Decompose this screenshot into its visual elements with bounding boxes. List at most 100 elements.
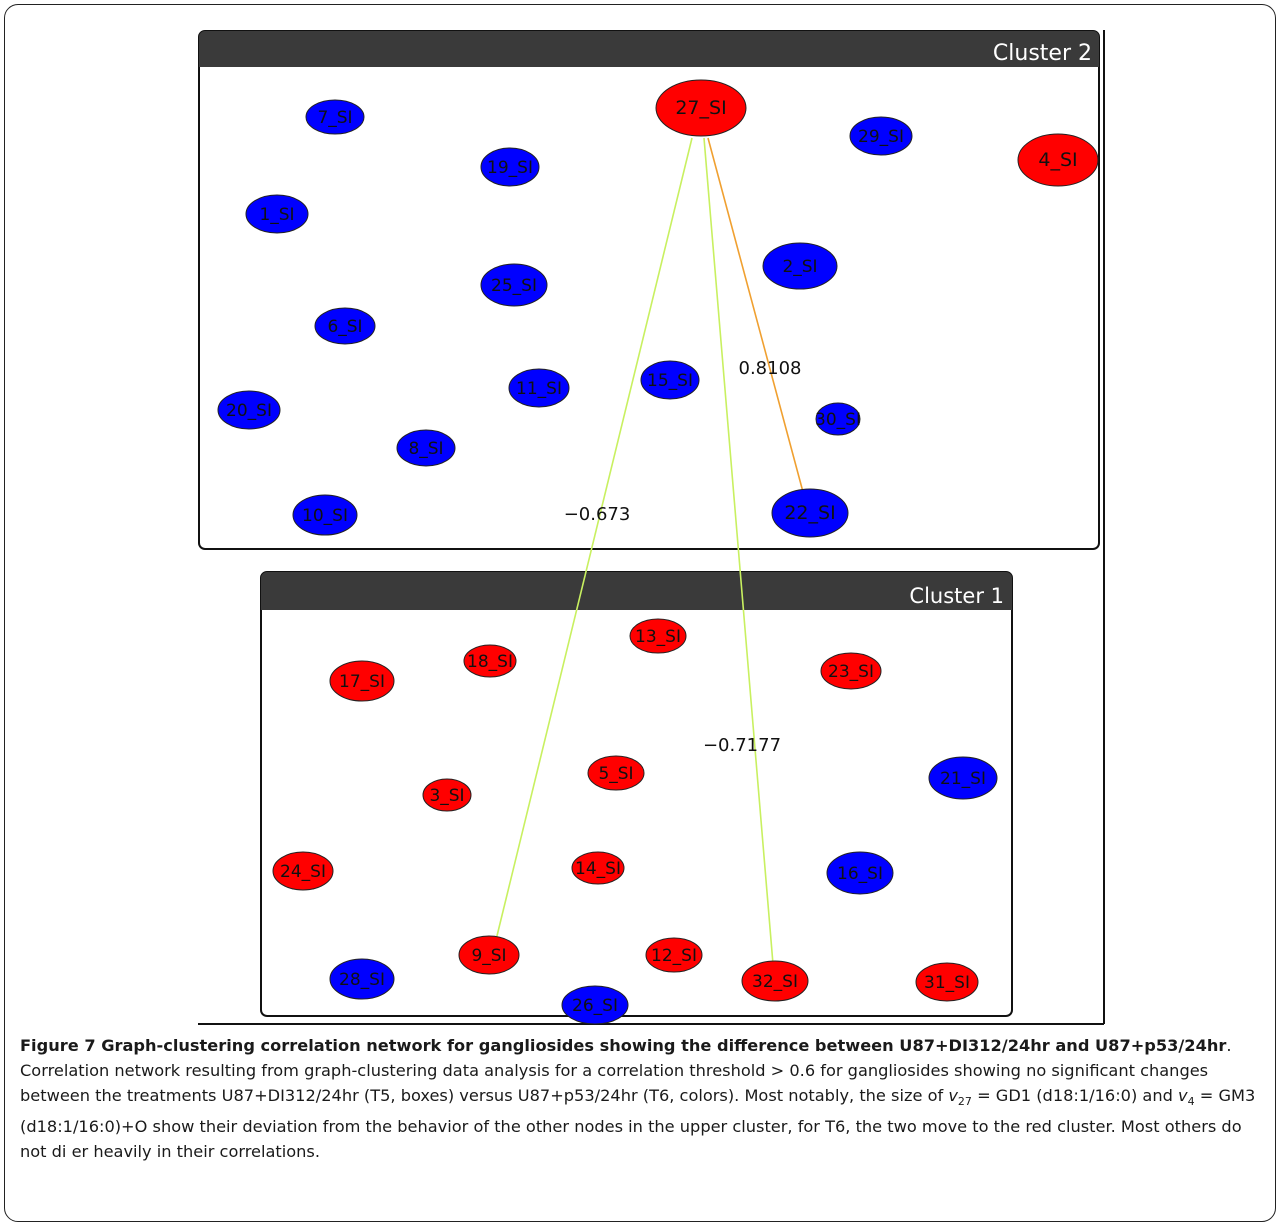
node-ellipse (928, 756, 998, 800)
node-ellipse (826, 851, 894, 895)
node-ellipse (571, 851, 625, 885)
node-label: 29_SI (858, 127, 904, 147)
correlation-network: Cluster 2 Cluster 1 −0.673−0.71770.8108 … (198, 30, 1105, 1025)
node-ellipse (771, 488, 849, 538)
node-26-si: 26_SI (561, 985, 629, 1025)
node-2-si: 2_SI (762, 242, 838, 290)
node-label: 26_SI (572, 996, 618, 1016)
node-17-si: 17_SI (329, 660, 395, 702)
cluster-1-header (261, 572, 1012, 610)
node-label: 12_SI (651, 946, 697, 966)
node-22-si: 22_SI (771, 488, 849, 538)
node-6-si: 6_SI (314, 307, 376, 345)
node-ellipse (272, 851, 334, 891)
node-ellipse (458, 935, 520, 975)
node-label: 17_SI (339, 672, 385, 692)
node-21-si: 21_SI (928, 756, 998, 800)
node-27-si: 27_SI (655, 79, 747, 137)
node-5-si: 5_SI (587, 755, 645, 791)
node-ellipse (245, 194, 309, 234)
node-label: 28_SI (339, 970, 385, 990)
node-ellipse (463, 644, 517, 678)
figure-caption: Figure 7 Graph-clustering correlation ne… (20, 1036, 1256, 1162)
node-label: 14_SI (575, 859, 621, 879)
node-24-si: 24_SI (272, 851, 334, 891)
node-label: 31_SI (924, 973, 970, 993)
node-ellipse (640, 360, 700, 400)
node-ellipse (762, 242, 838, 290)
node-label: 15_SI (647, 371, 693, 391)
caption-body-2: = GD1 (d18:1/16:0) and (971, 1086, 1179, 1105)
node-label: 10_SI (302, 506, 348, 526)
node-ellipse (1017, 133, 1099, 187)
cluster-2-title: Cluster 2 (993, 41, 1092, 66)
node-label: 25_SI (491, 276, 537, 296)
caption-v27-var: v (948, 1086, 958, 1105)
node-label: 30_SI (815, 410, 861, 430)
node-20-si: 20_SI (217, 390, 281, 430)
node-4-si: 4_SI (1017, 133, 1099, 187)
node-label: 24_SI (280, 862, 326, 882)
cluster-1-title: Cluster 1 (909, 584, 1004, 608)
node-ellipse (645, 937, 703, 973)
node-11-si: 11_SI (508, 368, 570, 408)
node-32-si: 32_SI (741, 960, 809, 1002)
node-ellipse (314, 307, 376, 345)
node-7-si: 7_SI (305, 99, 365, 135)
node-ellipse (508, 368, 570, 408)
node-label: 22_SI (784, 502, 835, 524)
node-ellipse (587, 755, 645, 791)
node-ellipse (741, 960, 809, 1002)
node-10-si: 10_SI (292, 494, 358, 536)
node-9-si: 9_SI (458, 935, 520, 975)
node-ellipse (655, 79, 747, 137)
node-label: 18_SI (467, 652, 513, 672)
node-12-si: 12_SI (645, 937, 703, 973)
node-ellipse (561, 985, 629, 1025)
node-ellipse (292, 494, 358, 536)
figure-frame (4, 4, 1276, 1222)
edge-27_SI-32_SI (703, 137, 774, 965)
edge-weight-label: −0.673 (564, 504, 631, 525)
edge-weight-label: −0.7177 (703, 735, 781, 756)
caption-label: Figure 7 (20, 1036, 96, 1055)
node-label: 3_SI (429, 786, 464, 806)
node-8-si: 8_SI (396, 429, 456, 467)
node-label: 13_SI (635, 627, 681, 647)
node-23-si: 23_SI (820, 652, 882, 690)
node-ellipse (329, 958, 395, 1000)
node-label: 11_SI (516, 379, 562, 399)
node-label: 5_SI (598, 764, 633, 784)
node-label: 8_SI (408, 439, 443, 459)
caption-v4-sub: 4 (1187, 1095, 1195, 1109)
node-ellipse (305, 99, 365, 135)
node-ellipse (217, 390, 281, 430)
node-13-si: 13_SI (629, 618, 687, 654)
node-ellipse (849, 116, 913, 156)
node-3-si: 3_SI (422, 778, 472, 812)
node-25-si: 25_SI (480, 263, 548, 307)
caption-body-3: = GM3 (d18:1/16:0)+O show their deviatio… (20, 1086, 1256, 1162)
node-ellipse (396, 429, 456, 467)
node-label: 7_SI (317, 108, 352, 128)
node-ellipse (815, 402, 861, 436)
node-ellipse (480, 263, 548, 307)
node-label: 27_SI (675, 97, 726, 119)
node-ellipse (422, 778, 472, 812)
node-19-si: 19_SI (480, 147, 540, 187)
node-ellipse (480, 147, 540, 187)
node-label: 16_SI (837, 864, 883, 884)
node-ellipse (820, 652, 882, 690)
edge-27_SI-9_SI (494, 137, 693, 945)
node-label: 1_SI (259, 205, 294, 225)
node-31-si: 31_SI (915, 962, 979, 1002)
node-label: 19_SI (487, 158, 533, 178)
caption-title: Graph-clustering correlation network for… (101, 1036, 1227, 1055)
node-label: 23_SI (828, 662, 874, 682)
caption-body-1: Correlation network resulting from graph… (20, 1061, 1209, 1105)
node-16-si: 16_SI (826, 851, 894, 895)
node-label: 20_SI (226, 401, 272, 421)
node-label: 9_SI (471, 946, 506, 966)
node-30-si: 30_SI (815, 402, 861, 436)
node-14-si: 14_SI (571, 851, 625, 885)
